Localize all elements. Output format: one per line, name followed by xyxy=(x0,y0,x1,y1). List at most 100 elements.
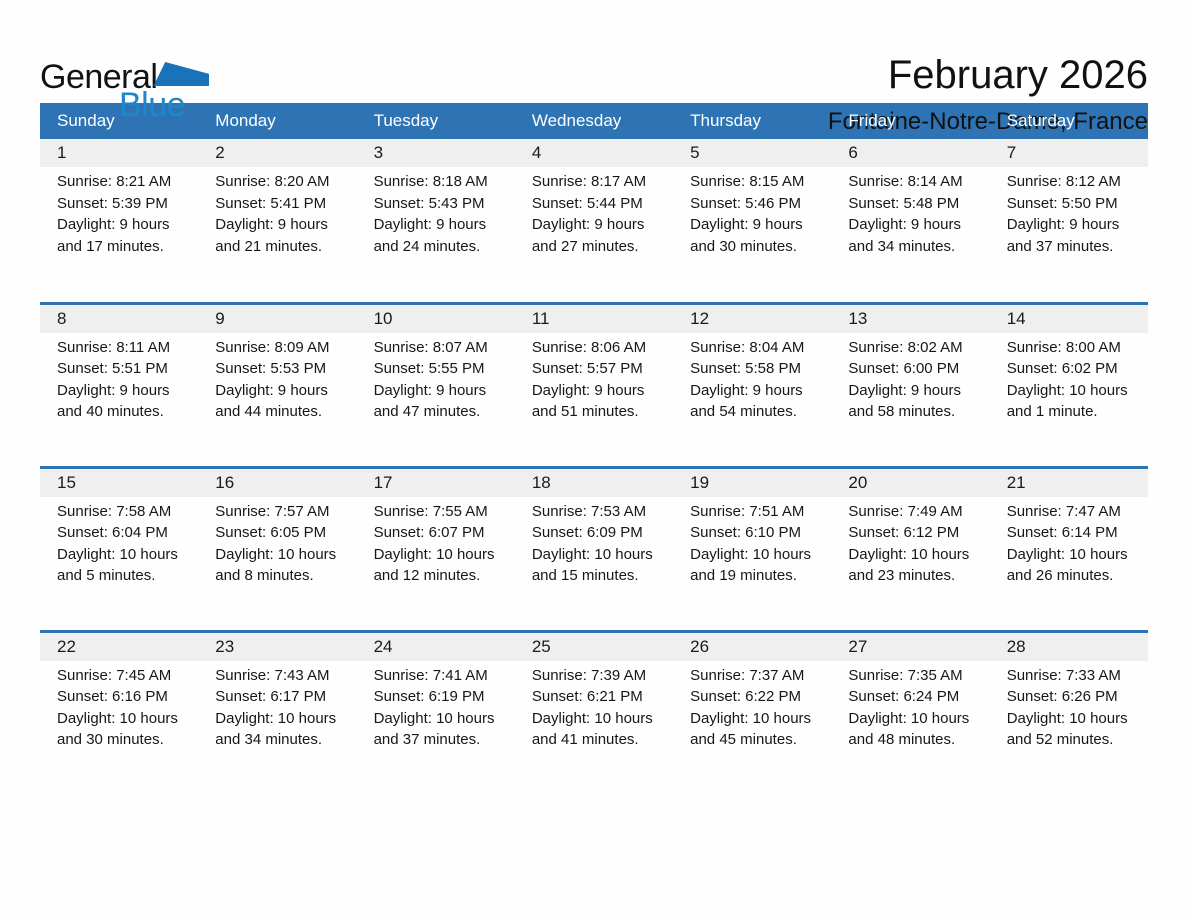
day-number: 3 xyxy=(356,139,515,167)
sunrise-text: Sunrise: 7:41 AM xyxy=(373,666,488,684)
sunrise-text: Sunrise: 7:37 AM xyxy=(690,666,805,684)
calendar-week-row: 15 Sunrise: 7:58 AM Sunset: 6:04 PM Dayligh… xyxy=(40,467,1148,631)
daylight-text: Daylight: 10 hours and 15 minutes. xyxy=(531,545,653,585)
sunrise-text: Sunrise: 7:53 AM xyxy=(531,502,647,520)
day-cell-28: 28 Sunrise: 7:33 AM Sunset: 6:26 PM Dayligh… xyxy=(989,631,1148,795)
sunrise-text: Sunrise: 7:33 AM xyxy=(1006,666,1121,684)
day-number: 13 xyxy=(831,304,990,333)
sunrise-text: Sunrise: 7:35 AM xyxy=(848,666,963,684)
calendar-table: Sunday Monday Tuesday Wednesday Thursday… xyxy=(40,103,1148,795)
day-details: Sunrise: 8:18 AM Sunset: 5:43 PM Daylight:… xyxy=(357,167,515,257)
day-header-friday: Friday xyxy=(831,103,990,139)
logo-text-general: General xyxy=(40,58,158,96)
sunrise-text: Sunrise: 8:18 AM xyxy=(373,173,488,190)
day-cell-1: 1 Sunrise: 8:21 AM Sunset: 5:39 PM Daylight… xyxy=(40,139,199,303)
sunrise-text: Sunrise: 7:39 AM xyxy=(531,666,647,684)
day-cell-17: 17 Sunrise: 7:55 AM Sunset: 6:07 PM Dayligh… xyxy=(356,467,515,631)
sunset-text: Sunset: 5:44 PM xyxy=(531,194,643,212)
sunset-text: Sunset: 6:17 PM xyxy=(215,688,327,705)
day-details: Sunrise: 7:35 AM Sunset: 6:24 PM Daylight:… xyxy=(831,661,989,751)
day-number: 14 xyxy=(989,304,1148,333)
daylight-text: Daylight: 10 hours and 12 minutes. xyxy=(373,545,495,585)
sunrise-text: Sunrise: 7:49 AM xyxy=(848,502,963,520)
sunset-text: Sunset: 6:07 PM xyxy=(373,524,485,541)
day-number: 18 xyxy=(514,468,674,497)
day-details: Sunrise: 8:09 AM Sunset: 5:53 PM Daylight:… xyxy=(198,333,356,423)
day-details: Sunrise: 7:57 AM Sunset: 6:05 PM Daylight:… xyxy=(198,497,356,587)
daylight-text: Daylight: 9 hours and 40 minutes. xyxy=(57,381,170,421)
day-cell-25: 25 Sunrise: 7:39 AM Sunset: 6:21 PM Dayligh… xyxy=(514,631,674,795)
month-title: February 2026 xyxy=(887,53,1148,97)
daylight-text: Daylight: 10 hours and 26 minutes. xyxy=(1006,545,1128,585)
daylight-text: Daylight: 10 hours and 8 minutes. xyxy=(215,545,337,585)
daylight-text: Daylight: 10 hours and 1 minute. xyxy=(1006,381,1128,421)
sunset-text: Sunset: 6:00 PM xyxy=(848,360,960,377)
day-number: 5 xyxy=(673,139,832,167)
daylight-text: Daylight: 9 hours and 58 minutes. xyxy=(848,381,961,421)
daylight-text: Daylight: 10 hours and 37 minutes. xyxy=(373,709,495,749)
sunrise-text: Sunrise: 7:58 AM xyxy=(57,502,172,520)
day-cell-12: 12 Sunrise: 8:04 AM Sunset: 5:58 PM Dayligh… xyxy=(673,303,832,467)
day-details: Sunrise: 8:11 AM Sunset: 5:51 PM Daylight:… xyxy=(40,333,198,423)
daylight-text: Daylight: 10 hours and 5 minutes. xyxy=(57,545,178,585)
day-cell-6: 6 Sunrise: 8:14 AM Sunset: 5:48 PM Daylight… xyxy=(831,139,990,303)
day-number: 26 xyxy=(673,632,832,661)
day-details: Sunrise: 8:20 AM Sunset: 5:41 PM Daylight:… xyxy=(198,167,356,257)
day-number: 24 xyxy=(356,632,515,661)
day-header-sunday: Sunday xyxy=(40,103,199,139)
sunrise-text: Sunrise: 8:17 AM xyxy=(531,173,647,190)
day-cell-2: 2 Sunrise: 8:20 AM Sunset: 5:41 PM Daylight… xyxy=(198,139,357,303)
day-cell-21: 21 Sunrise: 7:47 AM Sunset: 6:14 PM Dayligh… xyxy=(989,467,1148,631)
sunrise-text: Sunrise: 8:12 AM xyxy=(1006,173,1121,190)
daylight-text: Daylight: 9 hours and 21 minutes. xyxy=(215,216,328,255)
daylight-text: Daylight: 9 hours and 54 minutes. xyxy=(690,381,803,421)
daylight-text: Daylight: 10 hours and 23 minutes. xyxy=(848,545,970,585)
day-number: 21 xyxy=(989,468,1148,497)
day-number: 12 xyxy=(673,304,832,333)
logo-triangle-icon xyxy=(153,62,210,86)
sunset-text: Sunset: 6:21 PM xyxy=(531,688,643,705)
day-cell-26: 26 Sunrise: 7:37 AM Sunset: 6:22 PM Dayligh… xyxy=(673,631,832,795)
sunrise-text: Sunrise: 8:21 AM xyxy=(57,173,172,190)
daylight-text: Daylight: 9 hours and 17 minutes. xyxy=(57,216,170,255)
sunset-text: Sunset: 6:09 PM xyxy=(531,524,643,541)
sunrise-text: Sunrise: 8:14 AM xyxy=(848,173,963,190)
day-details: Sunrise: 7:37 AM Sunset: 6:22 PM Daylight:… xyxy=(673,661,831,751)
sunset-text: Sunset: 5:55 PM xyxy=(373,360,485,377)
day-number: 25 xyxy=(514,632,674,661)
day-details: Sunrise: 8:15 AM Sunset: 5:46 PM Daylight:… xyxy=(673,167,831,257)
day-cell-9: 9 Sunrise: 8:09 AM Sunset: 5:53 PM Daylight… xyxy=(198,303,357,467)
day-number: 19 xyxy=(673,468,832,497)
day-number: 9 xyxy=(198,304,357,333)
sunrise-text: Sunrise: 7:43 AM xyxy=(215,666,330,684)
day-number: 4 xyxy=(514,139,674,167)
day-details: Sunrise: 8:04 AM Sunset: 5:58 PM Daylight:… xyxy=(673,333,831,423)
sunset-text: Sunset: 5:46 PM xyxy=(690,194,802,212)
page-header: General Blue February 2026 Fontaine-Notr… xyxy=(0,0,1188,135)
day-header-saturday: Saturday xyxy=(989,103,1148,139)
sunset-text: Sunset: 6:24 PM xyxy=(848,688,960,705)
day-details: Sunrise: 7:47 AM Sunset: 6:14 PM Daylight:… xyxy=(990,497,1148,587)
day-details: Sunrise: 7:51 AM Sunset: 6:10 PM Daylight:… xyxy=(673,497,831,587)
sunset-text: Sunset: 5:58 PM xyxy=(690,360,802,377)
general-blue-logo: General Blue xyxy=(40,52,210,122)
day-details: Sunrise: 7:33 AM Sunset: 6:26 PM Daylight:… xyxy=(990,661,1148,751)
sunrise-text: Sunrise: 7:57 AM xyxy=(215,502,330,520)
daylight-text: Daylight: 9 hours and 51 minutes. xyxy=(531,381,645,421)
day-cell-3: 3 Sunrise: 8:18 AM Sunset: 5:43 PM Daylight… xyxy=(356,139,515,303)
day-number: 20 xyxy=(831,468,990,497)
daylight-text: Daylight: 9 hours and 44 minutes. xyxy=(215,381,328,421)
day-details: Sunrise: 7:55 AM Sunset: 6:07 PM Daylight:… xyxy=(357,497,515,587)
day-cell-19: 19 Sunrise: 7:51 AM Sunset: 6:10 PM Dayligh… xyxy=(673,467,832,631)
day-cell-10: 10 Sunrise: 8:07 AM Sunset: 5:55 PM Dayligh… xyxy=(356,303,515,467)
day-details: Sunrise: 7:41 AM Sunset: 6:19 PM Daylight:… xyxy=(357,661,515,751)
daylight-text: Daylight: 10 hours and 48 minutes. xyxy=(848,709,970,749)
day-cell-8: 8 Sunrise: 8:11 AM Sunset: 5:51 PM Daylight… xyxy=(40,303,199,467)
day-number: 15 xyxy=(40,468,199,497)
sunrise-text: Sunrise: 7:47 AM xyxy=(1006,502,1121,520)
day-details: Sunrise: 8:00 AM Sunset: 6:02 PM Daylight:… xyxy=(990,333,1148,423)
sunrise-text: Sunrise: 8:02 AM xyxy=(848,338,963,356)
daylight-text: Daylight: 10 hours and 41 minutes. xyxy=(531,709,653,749)
day-cell-20: 20 Sunrise: 7:49 AM Sunset: 6:12 PM Dayligh… xyxy=(831,467,990,631)
sunrise-text: Sunrise: 7:45 AM xyxy=(57,666,172,684)
